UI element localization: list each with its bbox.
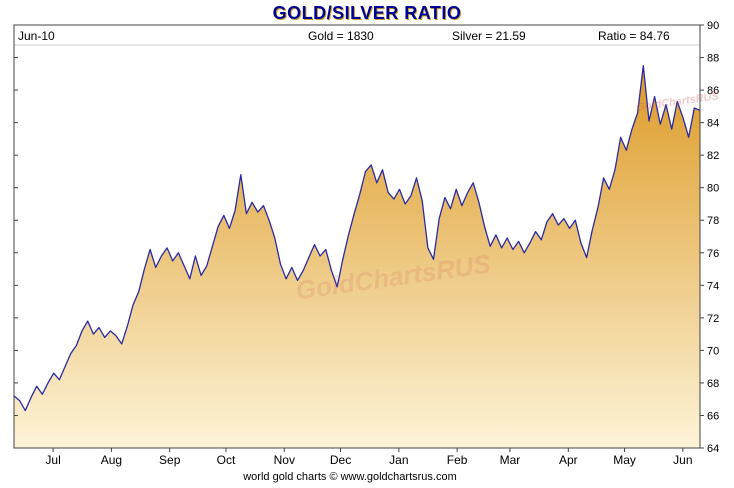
x-axis-label: Mar — [500, 453, 521, 467]
y-axis-label: 64 — [707, 443, 719, 455]
x-axis-label: Jul — [45, 453, 60, 467]
area-fill — [14, 65, 700, 448]
x-axis-label: Nov — [274, 453, 295, 467]
y-axis-label: 72 — [707, 313, 719, 325]
x-axis-label: May — [613, 453, 636, 467]
y-axis-label: 78 — [707, 215, 719, 227]
x-axis-label: Sep — [159, 453, 181, 467]
x-axis-label: Oct — [217, 453, 236, 467]
y-axis-label: 86 — [707, 85, 719, 97]
x-axis-label: Jun — [673, 453, 692, 467]
y-axis-label: 90 — [707, 20, 719, 32]
y-axis-label: 76 — [707, 248, 719, 260]
y-axis-label: 82 — [707, 150, 719, 162]
chart-title: GOLD/SILVER RATIO — [272, 3, 462, 23]
header-gold-value: Gold = 1830 — [308, 29, 374, 43]
header-silver-value: Silver = 21.59 — [452, 29, 526, 43]
y-axis-label: 80 — [707, 183, 719, 195]
x-axis-label: Apr — [559, 453, 578, 467]
x-axis-label: Aug — [101, 453, 122, 467]
plot-border — [13, 24, 701, 449]
y-axis-label: 84 — [707, 118, 719, 130]
x-axis-label: Feb — [447, 453, 468, 467]
y-axis-label: 88 — [707, 53, 719, 65]
y-axis-label: 66 — [707, 410, 719, 422]
x-axis-label: Jan — [389, 453, 408, 467]
x-axis-label: Dec — [330, 453, 351, 467]
y-axis-label: 70 — [707, 345, 719, 357]
header-date-label: Jun-10 — [18, 29, 55, 43]
header-ratio-value: Ratio = 84.76 — [598, 29, 670, 43]
footer-attribution: world gold charts © www.goldchartsrus.co… — [243, 471, 457, 483]
ratio-line — [13, 65, 701, 412]
y-axis-label: 74 — [707, 280, 719, 292]
y-axis-label: 68 — [707, 378, 719, 390]
